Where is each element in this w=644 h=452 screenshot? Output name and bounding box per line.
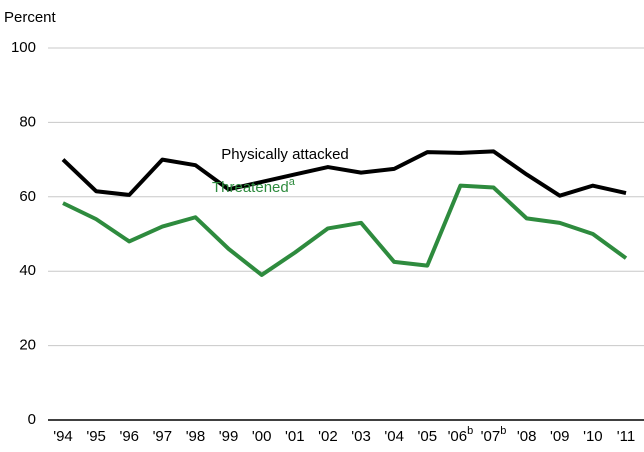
x-tick-label: '10 <box>583 428 603 445</box>
y-tick-label: 60 <box>19 188 36 205</box>
series-label: Physically attacked <box>221 146 349 163</box>
x-tick-text: '06 <box>448 428 468 445</box>
x-tick-text: '03 <box>351 428 371 445</box>
x-tick-label: '05 <box>418 428 438 445</box>
x-tick-label: '99 <box>219 428 239 445</box>
y-axis-label: Percent <box>4 9 57 26</box>
x-tick-label: '96 <box>119 428 139 445</box>
series-label: Threateneda <box>212 176 296 196</box>
line-series <box>61 149 627 198</box>
x-tick-text: '95 <box>86 428 106 445</box>
x-tick-text: '10 <box>583 428 603 445</box>
x-tick-label: '97 <box>153 428 173 445</box>
series-name: Physically attacked <box>221 146 349 163</box>
series-note: a <box>289 176 296 188</box>
x-tick-text: '96 <box>119 428 139 445</box>
x-tick-label: '09 <box>550 428 570 445</box>
x-tick-note: b <box>500 425 506 437</box>
x-tick-text: '99 <box>219 428 239 445</box>
y-tick-label: 40 <box>19 262 36 279</box>
x-tick-text: '11 <box>617 428 635 445</box>
series-name: Threatened <box>212 179 289 196</box>
y-tick-label: 0 <box>28 411 36 428</box>
x-tick-text: '01 <box>285 428 305 445</box>
y-tick-label: 80 <box>19 113 36 130</box>
x-tick-note: b <box>467 425 473 437</box>
x-tick-text: '09 <box>550 428 570 445</box>
x-tick-label: '04 <box>384 428 404 445</box>
x-tick-text: '04 <box>384 428 404 445</box>
x-tick-text: '97 <box>153 428 173 445</box>
line-series <box>62 183 628 277</box>
x-tick-label: '08 <box>517 428 537 445</box>
x-tick-text: '02 <box>318 428 338 445</box>
x-tick-label: '11 <box>617 428 635 445</box>
x-tick-label: '01 <box>285 428 305 445</box>
x-tick-text: '07 <box>481 428 501 445</box>
x-tick-label: '07b <box>481 425 507 445</box>
x-tick-label: '03 <box>351 428 371 445</box>
x-tick-text: '94 <box>53 428 73 445</box>
x-tick-text: '05 <box>418 428 438 445</box>
x-tick-text: '08 <box>517 428 537 445</box>
x-tick-label: '94 <box>53 428 73 445</box>
x-tick-label: '02 <box>318 428 338 445</box>
y-tick-label: 100 <box>11 39 36 56</box>
x-tick-text: '00 <box>252 428 272 445</box>
y-tick-label: 20 <box>19 337 36 354</box>
x-tick-label: '98 <box>186 428 206 445</box>
x-tick-label: '95 <box>86 428 106 445</box>
x-tick-label: '06b <box>448 425 474 445</box>
x-tick-text: '98 <box>186 428 206 445</box>
x-tick-label: '00 <box>252 428 272 445</box>
